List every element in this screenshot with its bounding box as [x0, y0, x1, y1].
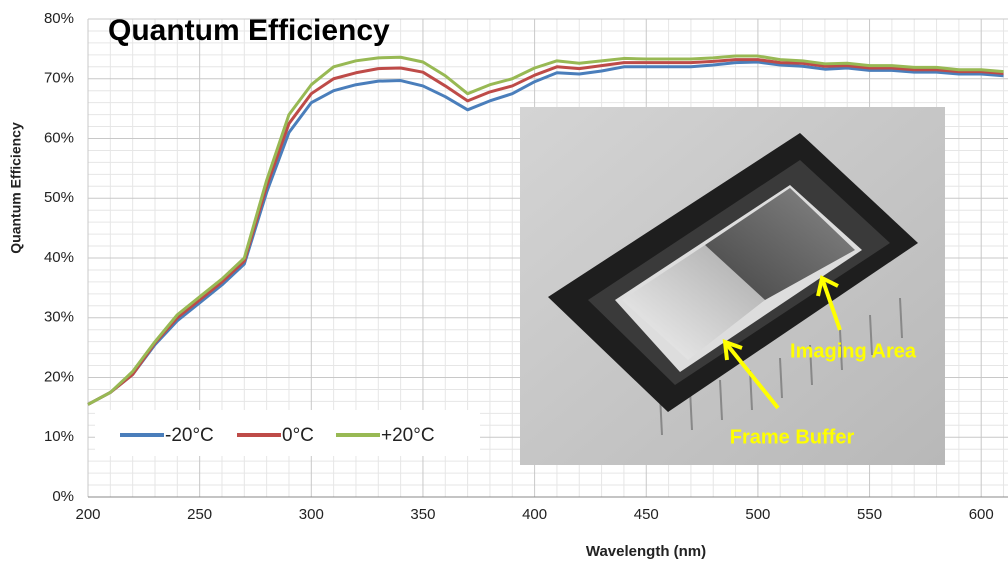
- y-tick-label: 70%: [44, 70, 74, 87]
- y-tick-label: 0%: [52, 488, 74, 505]
- chart-title: Quantum Efficiency: [108, 14, 390, 47]
- x-tick-label: 600: [969, 506, 994, 523]
- legend: -20°C 0°C +20°C: [95, 410, 480, 456]
- x-tick-label: 400: [522, 506, 547, 523]
- y-tick-label: 10%: [44, 428, 74, 445]
- x-tick-label: 300: [299, 506, 324, 523]
- y-tick-label: 60%: [44, 129, 74, 146]
- annotation: Frame Buffer: [730, 426, 855, 448]
- annotation: Imaging Area: [790, 340, 917, 362]
- x-tick-label: 350: [410, 506, 435, 523]
- legend-label: +20°C: [381, 425, 435, 446]
- inset-photo: Imaging Area Frame Buffer: [520, 107, 945, 465]
- y-tick-label: 50%: [44, 189, 74, 206]
- x-tick-label: 200: [75, 506, 100, 523]
- x-tick-label: 500: [745, 506, 770, 523]
- y-tick-label: 80%: [44, 10, 74, 27]
- y-axis-label: Quantum Efficiency: [8, 122, 24, 254]
- x-axis-label: Wavelength (nm): [586, 543, 706, 560]
- chart: -20°C0°C+20°C Imaging Area Frame Buffer …: [0, 0, 1008, 563]
- y-tick-label: 40%: [44, 249, 74, 266]
- y-tick-label: 30%: [44, 309, 74, 326]
- legend-label: 0°C: [282, 425, 314, 446]
- y-tick-label: 20%: [44, 368, 74, 385]
- x-tick-label: 250: [187, 506, 212, 523]
- x-tick-label: 450: [634, 506, 659, 523]
- legend-label: -20°C: [165, 425, 214, 446]
- x-tick-label: 550: [857, 506, 882, 523]
